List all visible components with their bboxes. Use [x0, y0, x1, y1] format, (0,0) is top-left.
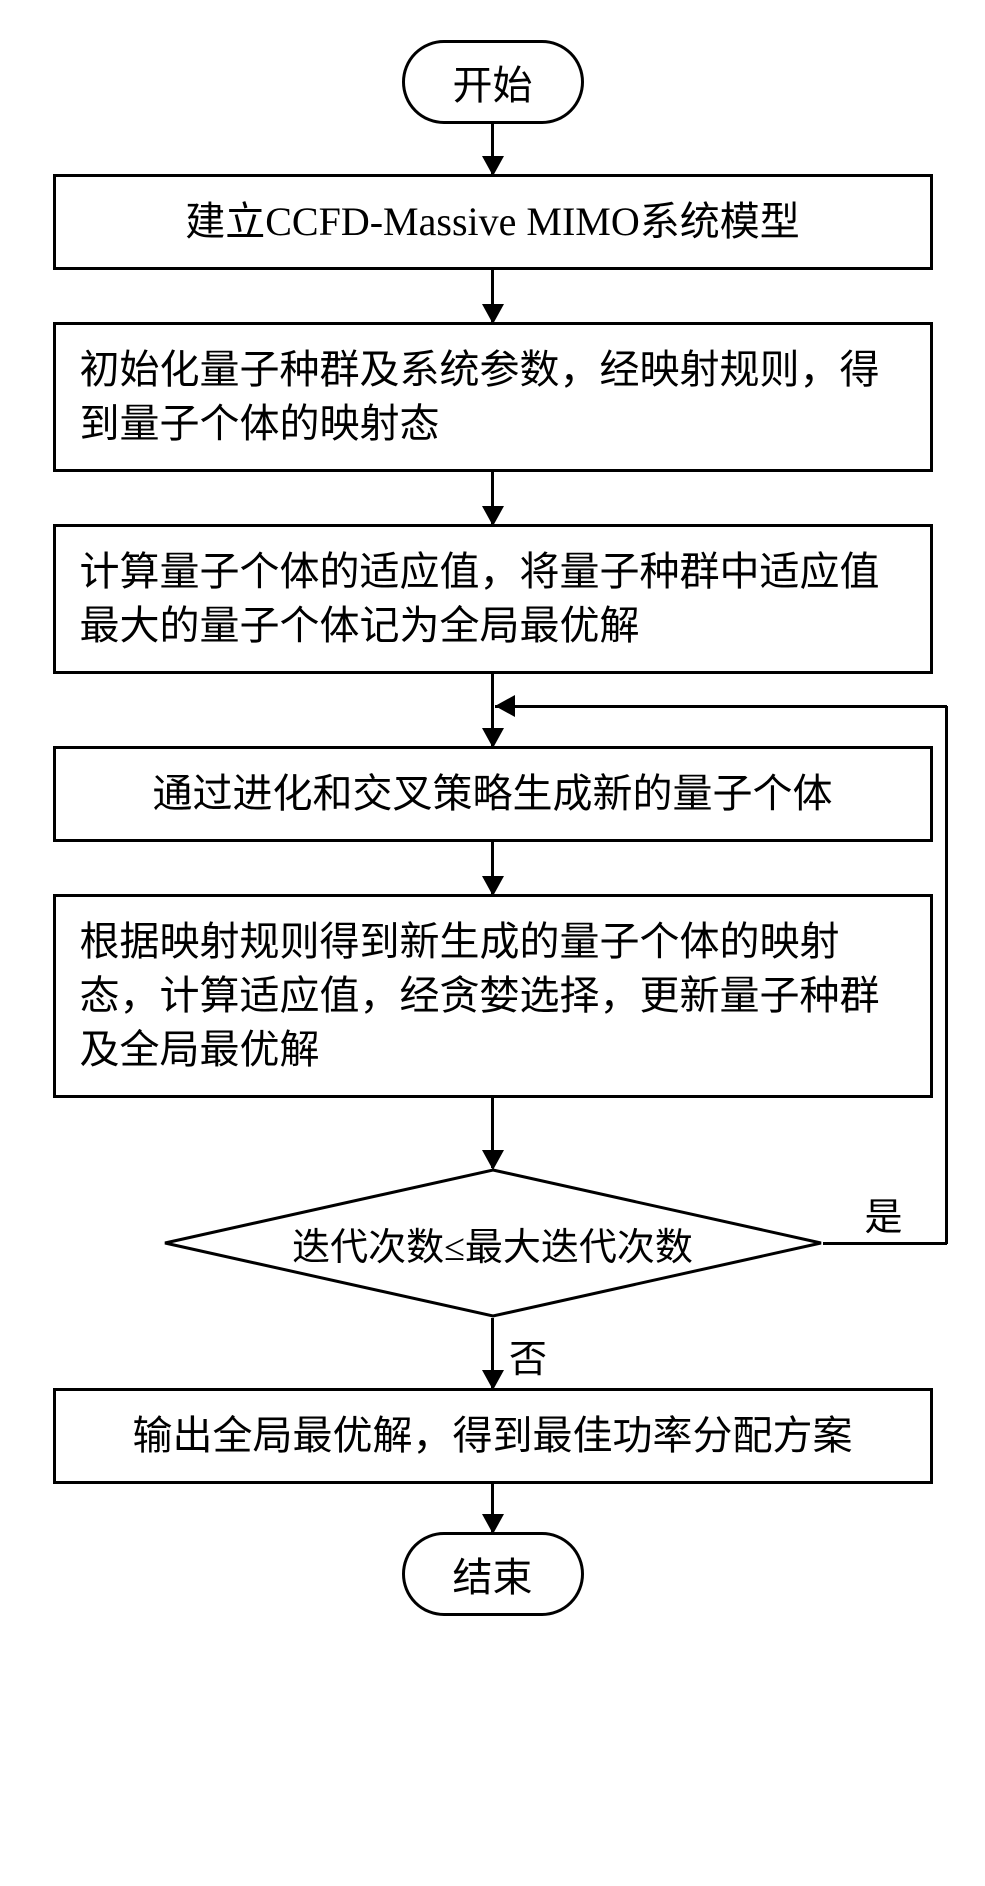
- decision-wrap: 迭代次数≤最大迭代次数 是: [53, 1168, 933, 1318]
- arrow: [491, 270, 494, 322]
- decision-text: 迭代次数≤最大迭代次数: [163, 1168, 823, 1318]
- feedback-line-horizontal-out: [823, 1242, 947, 1245]
- process-text: 建立CCFD-Massive MIMO系统模型: [185, 199, 799, 244]
- arrow: [491, 124, 494, 174]
- arrow: [491, 1318, 494, 1388]
- arrow: [491, 1484, 494, 1532]
- feedback-line-horizontal-in: [495, 705, 947, 708]
- process-text: 计算量子个体的适应值，将量子种群中适应值最大的量子个体记为全局最优解: [80, 549, 880, 648]
- process-s4: 通过进化和交叉策略生成新的量子个体: [53, 746, 933, 842]
- feedback-arrowhead-icon: [495, 695, 515, 717]
- process-text: 输出全局最优解，得到最佳功率分配方案: [133, 1413, 853, 1458]
- arrow: [491, 472, 494, 524]
- process-s5: 根据映射规则得到新生成的量子个体的映射态，计算适应值，经贪婪选择，更新量子种群及…: [53, 894, 933, 1098]
- start-terminator: 开始: [402, 40, 584, 124]
- start-label: 开始: [453, 63, 533, 108]
- arrow: [491, 1098, 494, 1168]
- process-s2: 初始化量子种群及系统参数，经映射规则，得到量子个体的映射态: [53, 322, 933, 472]
- end-label: 结束: [453, 1555, 533, 1600]
- process-text: 根据映射规则得到新生成的量子个体的映射态，计算适应值，经贪婪选择，更新量子种群及…: [80, 919, 880, 1072]
- process-text: 初始化量子种群及系统参数，经映射规则，得到量子个体的映射态: [80, 347, 880, 446]
- flowchart-container: 开始 建立CCFD-Massive MIMO系统模型 初始化量子种群及系统参数，…: [33, 40, 953, 1616]
- end-terminator: 结束: [402, 1532, 584, 1616]
- process-s1: 建立CCFD-Massive MIMO系统模型: [53, 174, 933, 270]
- arrow: [491, 842, 494, 894]
- process-text: 通过进化和交叉策略生成新的量子个体: [153, 771, 833, 816]
- process-s3: 计算量子个体的适应值，将量子种群中适应值最大的量子个体记为全局最优解: [53, 524, 933, 674]
- process-s6: 输出全局最优解，得到最佳功率分配方案: [53, 1388, 933, 1484]
- feedback-line-vertical: [945, 706, 948, 1244]
- decision-no-label: 否: [509, 1328, 547, 1383]
- decision-yes-label: 是: [864, 1186, 902, 1241]
- decision-node: 迭代次数≤最大迭代次数: [163, 1168, 823, 1318]
